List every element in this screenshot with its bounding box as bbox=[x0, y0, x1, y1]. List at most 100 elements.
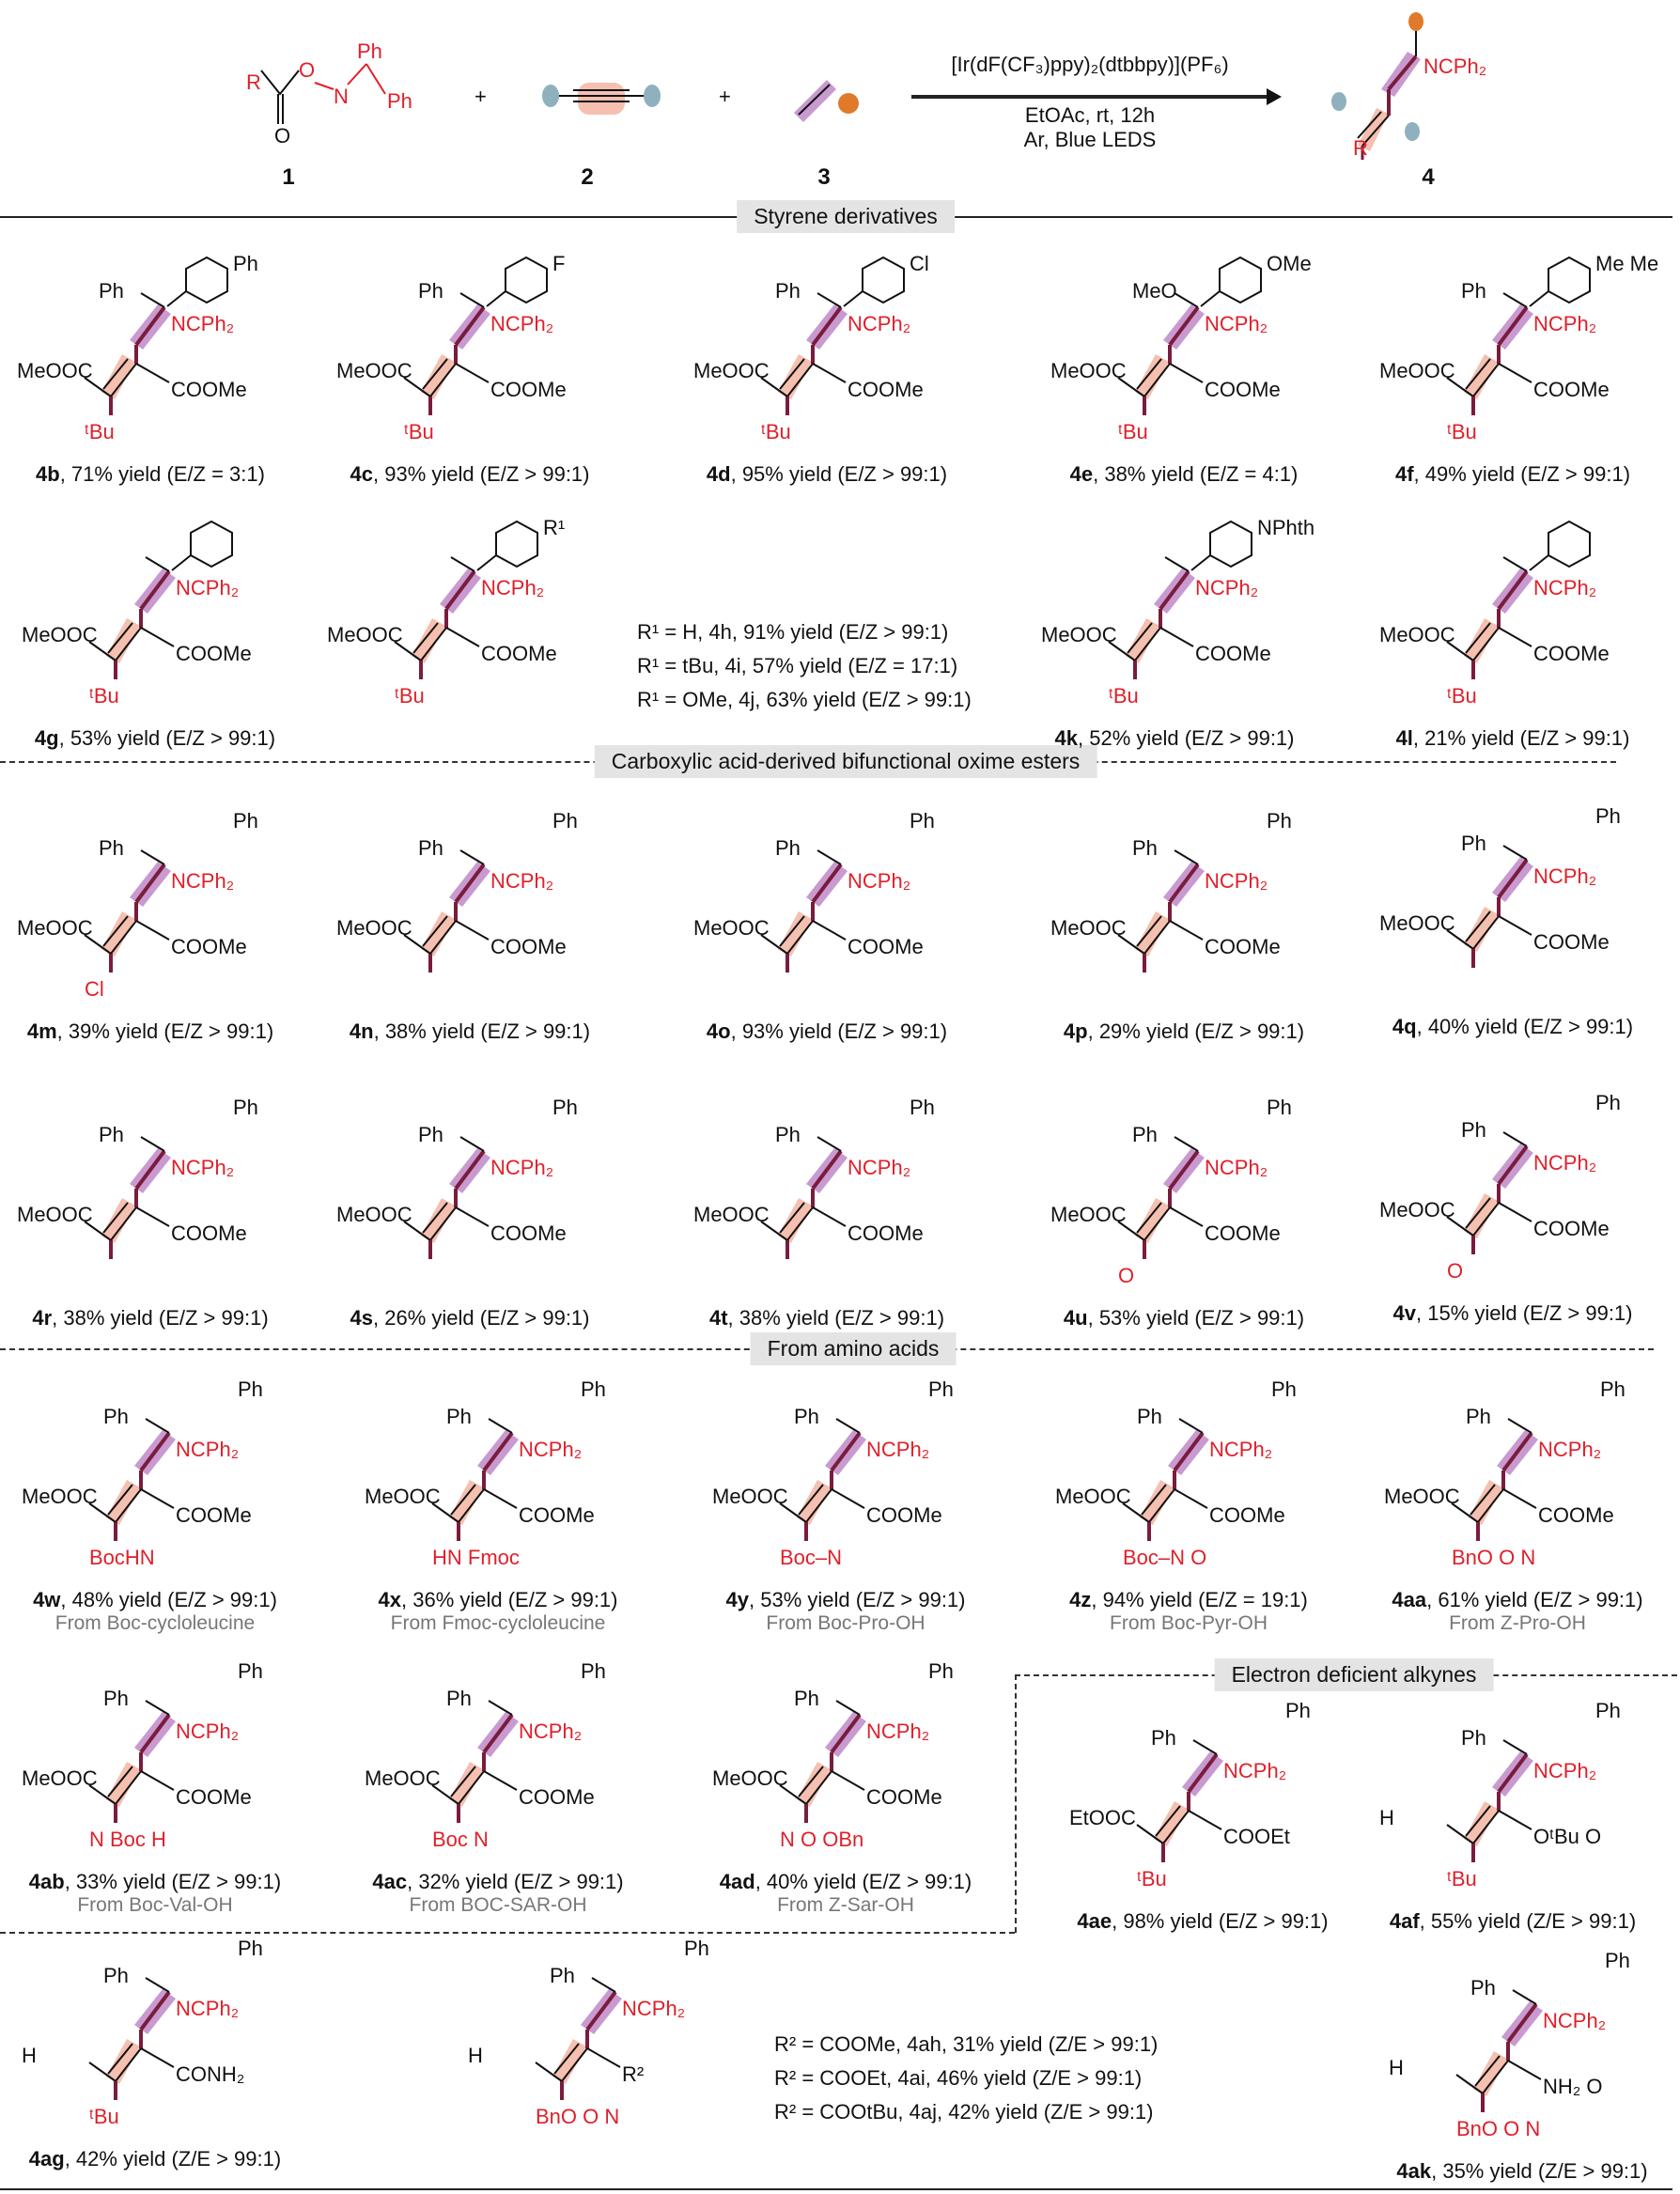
r1-line: R¹ = H, 4h, 91% yield (E/Z > 99:1) bbox=[637, 620, 949, 644]
skeleton-bonds bbox=[1446, 845, 1533, 968]
catalyst-label: [Ir(dF(CF₃)ppy)₂(dtbbpy)](PF₆) bbox=[951, 53, 1229, 76]
top-substituent-1: Ph bbox=[1461, 1726, 1486, 1750]
ncph2-label: NCPh₂ bbox=[1209, 1438, 1273, 1461]
compound-id: 4w bbox=[33, 1588, 61, 1611]
ncph2-label: NCPh₂ bbox=[848, 1156, 911, 1179]
divider-bottom bbox=[0, 2188, 1672, 2190]
substituent-label: O bbox=[1447, 1259, 1464, 1283]
compound-caption: 4m, 39% yield (E/Z > 99:1) bbox=[27, 1019, 273, 1043]
compound-caption: 4v, 15% yield (E/Z > 99:1) bbox=[1393, 1301, 1633, 1325]
reagent1-n: N bbox=[334, 85, 349, 108]
top-substituent-2: NPhth bbox=[1257, 516, 1315, 539]
top-substituent-1: Ph bbox=[794, 1405, 819, 1428]
right-ester-label: COOMe bbox=[1533, 930, 1610, 954]
compound-number-3: 3 bbox=[817, 164, 831, 190]
right-ester-label: COOEt bbox=[1223, 1825, 1290, 1848]
yield-text: , 55% yield (Z/E > 99:1) bbox=[1419, 1909, 1637, 1933]
ncph2-label: NCPh₂ bbox=[490, 869, 554, 893]
compound-structure-4d: Ph Cl NCPh₂ MeOOC COOMe ᵗBu bbox=[686, 227, 1005, 453]
ncph2-label: NCPh₂ bbox=[848, 312, 911, 335]
yield-text: , 53% yield (E/Z > 99:1) bbox=[58, 726, 276, 750]
skeleton-bonds bbox=[431, 1418, 519, 1541]
compound-caption: 4l, 21% yield (E/Z > 99:1) bbox=[1396, 726, 1630, 750]
compound-structure-4ad: Ph Ph NCPh₂ MeOOC COOMe N O OBn bbox=[705, 1635, 1024, 1860]
yield-text: , 61% yield (E/Z > 99:1) bbox=[1426, 1588, 1643, 1611]
reaction-arrow bbox=[911, 95, 1268, 99]
yield-text: , 38% yield (E/Z > 99:1) bbox=[727, 1306, 945, 1330]
skeleton-bonds bbox=[760, 849, 848, 973]
left-ester-label: MeOOC bbox=[1379, 911, 1455, 935]
left-ester-label: MeOOC bbox=[1041, 623, 1117, 646]
left-ester-label: MeOOC bbox=[1384, 1485, 1460, 1508]
compound-structure-4k: NPhth NCPh₂ MeOOC COOMe ᵗBu bbox=[1034, 491, 1353, 717]
compound-structure-4p: Ph Ph NCPh₂ MeOOC COOMe bbox=[1043, 785, 1362, 1010]
yield-text: , 38% yield (E/Z > 99:1) bbox=[52, 1306, 269, 1330]
reagent1-r: R bbox=[246, 70, 261, 94]
top-substituent-1: Ph bbox=[446, 1405, 472, 1428]
arrow-head-icon bbox=[1267, 88, 1282, 105]
yield-text: , 42% yield (Z/E > 99:1) bbox=[64, 2147, 282, 2171]
compound-structure-4ak: Ph Ph NCPh₂ H NH₂ O BnO O N bbox=[1381, 1924, 1680, 2150]
right-ester-label: COOMe bbox=[1205, 935, 1281, 958]
ncph2-label: NCPh₂ bbox=[1205, 869, 1268, 893]
top-substituent-2: Ph bbox=[581, 1377, 606, 1401]
source-text: From BOC-SAR-OH bbox=[409, 1894, 587, 1916]
source-text: From Boc-Pro-OH bbox=[766, 1612, 926, 1634]
substituent-label: ᵗBu bbox=[89, 2105, 119, 2128]
yield-text: , 98% yield (E/Z > 99:1) bbox=[1112, 1909, 1329, 1933]
ncph2-label: NCPh₂ bbox=[176, 1997, 240, 2020]
skeleton-bonds bbox=[1122, 1418, 1209, 1541]
left-ester-label: MeOOC bbox=[693, 1203, 770, 1226]
top-substituent-1: Ph bbox=[103, 1964, 129, 1987]
compound-id: 4r bbox=[32, 1306, 53, 1330]
yield-text: , 52% yield (E/Z > 99:1) bbox=[1077, 726, 1295, 750]
top-substituent-2: Ph bbox=[1595, 804, 1621, 828]
skeleton-bonds bbox=[431, 1700, 519, 1823]
yield-text: , 26% yield (E/Z > 99:1) bbox=[372, 1306, 590, 1330]
right-ester-label: R² bbox=[622, 2062, 645, 2086]
compound-structure-4n: Ph Ph NCPh₂ MeOOC COOMe bbox=[329, 785, 648, 1010]
right-ester-label: COOMe bbox=[1209, 1503, 1285, 1527]
compound-structure-4y: Ph Ph NCPh₂ MeOOC COOMe Boc–N bbox=[705, 1353, 1024, 1579]
compound-caption: 4f, 49% yield (E/Z > 99:1) bbox=[1395, 462, 1630, 486]
compound-structure-4s: Ph Ph NCPh₂ MeOOC COOMe bbox=[329, 1071, 648, 1297]
left-ester-label: MeOOC bbox=[22, 1766, 98, 1790]
top-substituent-1: Ph bbox=[775, 836, 801, 860]
compound-structure-series-6: R¹ NCPh₂ MeOOC COOMe ᵗBu bbox=[319, 491, 639, 717]
top-substituent-1: Ph bbox=[103, 1687, 129, 1710]
reagent1-o: O bbox=[299, 58, 316, 82]
compound-id: 4u bbox=[1063, 1306, 1088, 1330]
substituent-label: BocHN bbox=[89, 1546, 155, 1569]
compound-structure-4aa: Ph Ph NCPh₂ MeOOC COOMe BnO O N bbox=[1377, 1353, 1680, 1579]
compound-caption: 4y, 53% yield (E/Z > 99:1) From Boc-Pro-O… bbox=[726, 1588, 966, 1635]
left-ester-label: MeOOC bbox=[1050, 359, 1127, 382]
top-substituent-1: Ph bbox=[418, 1123, 443, 1146]
top-substituent-1: Ph bbox=[99, 279, 124, 303]
top-substituent-2: Ph bbox=[552, 1096, 578, 1119]
left-ester-label: MeOOC bbox=[336, 359, 412, 382]
compound-caption: 4q, 40% yield (E/Z > 99:1) bbox=[1392, 1015, 1633, 1038]
yield-text: , 53% yield (E/Z > 99:1) bbox=[1087, 1306, 1305, 1330]
compound-id: 4ak bbox=[1396, 2159, 1432, 2183]
compound-structure-4af: Ph Ph NCPh₂ H OᵗBu O ᵗBu bbox=[1372, 1674, 1680, 1900]
compound-caption: 4e, 38% yield (E/Z = 4:1) bbox=[1070, 462, 1299, 486]
compound-id: 4aa bbox=[1392, 1588, 1427, 1611]
substituent-label: ᵗBu bbox=[1447, 420, 1477, 443]
top-substituent-1: Ph bbox=[418, 836, 443, 860]
yield-text: , 33% yield (E/Z > 99:1) bbox=[64, 1870, 282, 1893]
r2-substituent-list: R² = COOMe, 4ah, 31% yield (Z/E > 99:1) … bbox=[774, 2028, 1158, 2129]
yield-text: , 49% yield (E/Z > 99:1) bbox=[1413, 462, 1631, 486]
top-substituent-2: F bbox=[552, 252, 566, 275]
r1-line: R¹ = tBu, 4i, 57% yield (E/Z = 17:1) bbox=[637, 654, 958, 677]
conditions-solvent: EtOAc, rt, 12h bbox=[1024, 103, 1156, 127]
top-substituent-2: Ph bbox=[581, 1659, 606, 1683]
left-ester-label: MeOOC bbox=[1379, 623, 1455, 646]
section-header-amino: From amino acids bbox=[750, 1332, 957, 1365]
top-substituent-2: Ph bbox=[552, 809, 578, 832]
yield-text: , 53% yield (E/Z > 99:1) bbox=[748, 1588, 966, 1611]
ncph2-label: NCPh₂ bbox=[1533, 1151, 1597, 1175]
skeleton-bonds bbox=[1446, 1739, 1533, 1862]
compound-structure-4c: Ph F NCPh₂ MeOOC COOMe ᵗBu bbox=[329, 227, 648, 453]
left-ester-label: MeOOC bbox=[336, 916, 412, 940]
